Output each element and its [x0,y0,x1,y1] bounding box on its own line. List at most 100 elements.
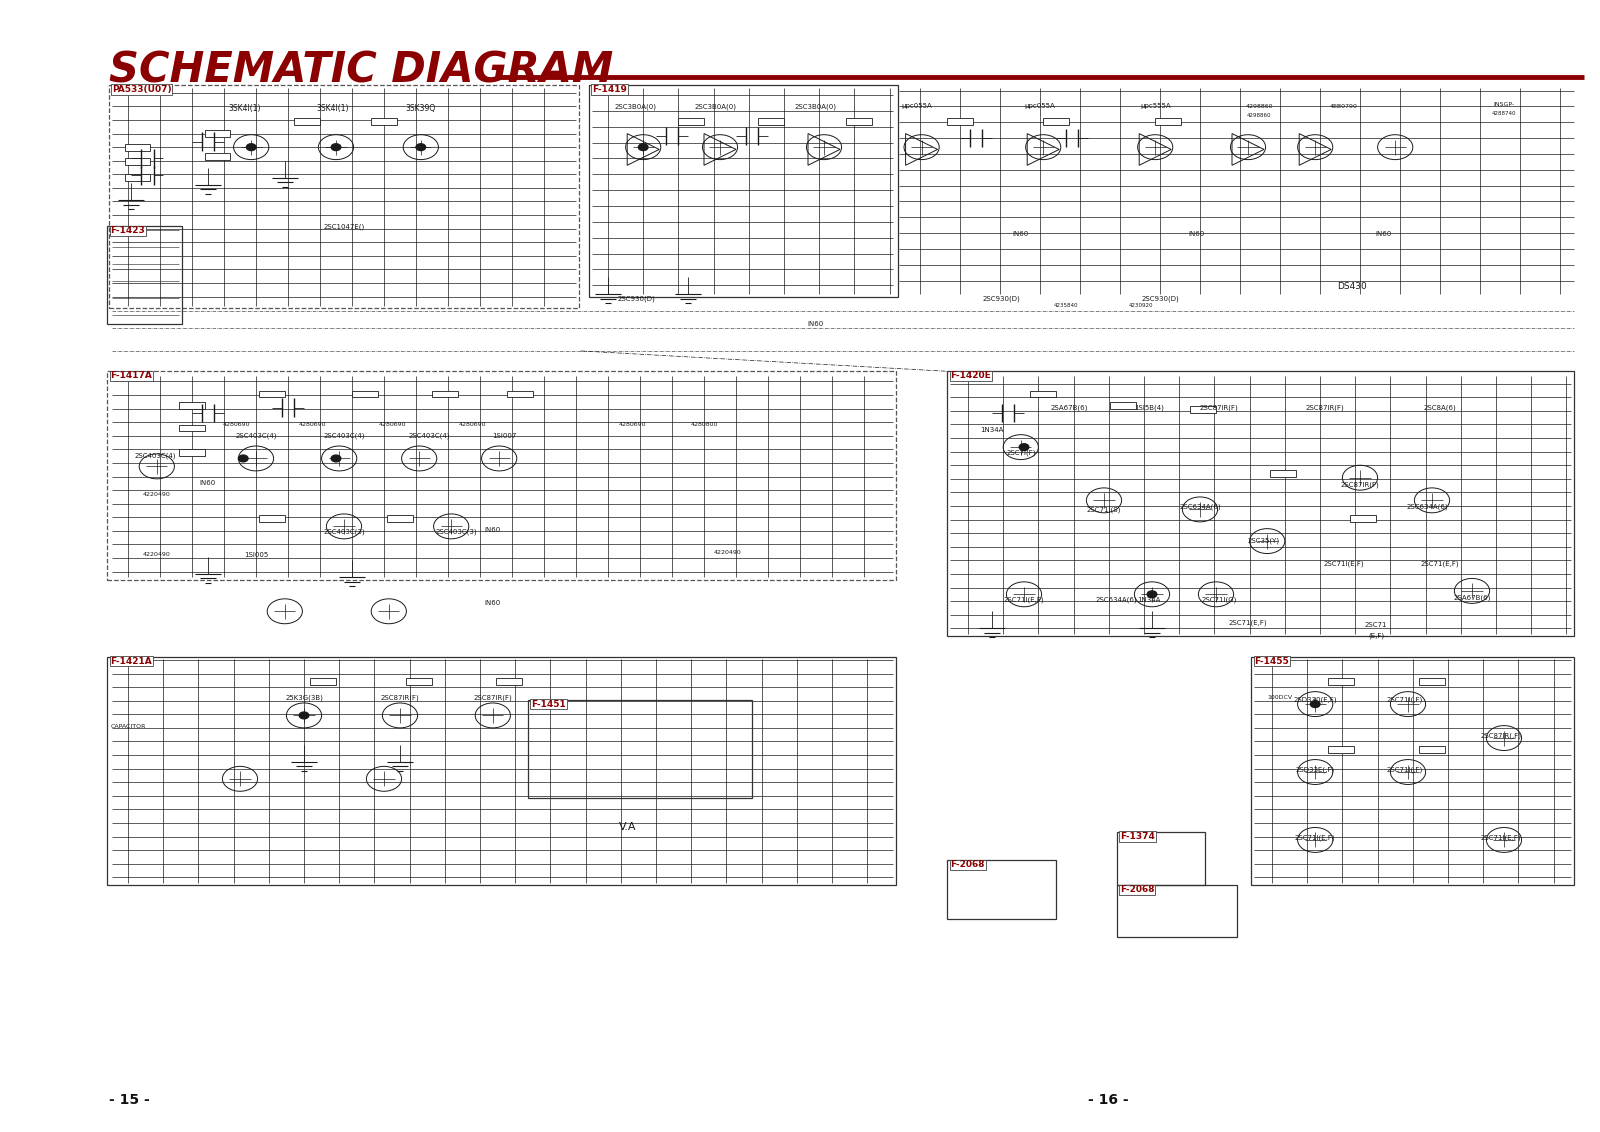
Bar [179,449,205,456]
Text: 2SC71I(,F): 2SC71I(,F) [1387,696,1422,703]
Text: IN60: IN60 [200,480,216,487]
Bar [1110,402,1136,409]
Text: F-2068: F-2068 [1120,885,1155,894]
Text: 2SC403C(4): 2SC403C(4) [408,432,450,439]
Circle shape [331,455,341,462]
Text: IN60: IN60 [1013,231,1029,238]
Text: 4298860: 4298860 [1246,113,1272,118]
Text: 1SI005: 1SI005 [243,551,269,558]
Text: 2SC1047E(): 2SC1047E() [323,223,365,230]
Text: 4280690: 4280690 [378,422,406,427]
Text: 2SC71(E,F): 2SC71(E,F) [1421,560,1459,567]
Text: 2SC3B0A(0): 2SC3B0A(0) [795,103,837,110]
Bar [310,678,336,685]
Text: 2SC634A(6): 2SC634A(6) [1096,597,1138,603]
Text: 2SC87IR(F): 2SC87IR(F) [474,694,512,701]
Bar [205,153,230,160]
Text: 2SC71: 2SC71 [1365,621,1387,628]
Text: 2SC71I(E,F): 2SC71I(E,F) [1480,834,1522,841]
Text: IN60: IN60 [485,600,501,607]
Bar [1030,391,1056,397]
Text: 2SC8A(6): 2SC8A(6) [1424,404,1456,411]
Text: 100DCV: 100DCV [1267,695,1293,700]
Bar [179,424,205,431]
Text: F-1417A: F-1417A [110,371,152,380]
Text: F-1423: F-1423 [110,226,146,235]
Text: 2SA67B(6): 2SA67B(6) [1453,594,1491,601]
Bar [432,391,458,397]
Text: 4220490: 4220490 [142,492,171,497]
Circle shape [638,144,648,151]
Circle shape [299,712,309,719]
Bar [259,391,285,397]
Text: SCHEMATIC DIAGRAM: SCHEMATIC DIAGRAM [109,50,613,92]
Text: 2SC403C(4): 2SC403C(4) [235,432,277,439]
Text: F-2068: F-2068 [950,860,986,869]
Circle shape [416,144,426,151]
Text: 3SK4I(1): 3SK4I(1) [229,104,261,113]
Text: 2SC35(Y): 2SC35(Y) [1248,538,1280,544]
Bar [507,391,533,397]
Text: 2SC7I(F): 2SC7I(F) [1006,449,1035,456]
Bar [496,678,522,685]
Text: 2SC403C(4): 2SC403C(4) [134,453,176,460]
Text: 2SA67B(6): 2SA67B(6) [1050,404,1088,411]
Bar [1350,515,1376,522]
Text: - 16 -: - 16 - [1088,1094,1128,1107]
Bar [1190,406,1216,413]
Text: 2SC71(E,F): 2SC71(E,F) [1229,619,1267,626]
Text: 3SK4I(1): 3SK4I(1) [317,104,349,113]
Text: 4288740: 4288740 [1491,111,1517,115]
Text: µpc055A: µpc055A [1024,103,1056,110]
Text: 2SC87IR(F): 2SC87IR(F) [1341,481,1379,488]
Text: IN60: IN60 [485,526,501,533]
Bar [125,158,150,165]
Text: 1SI5B(4): 1SI5B(4) [1134,404,1163,411]
Text: 1SI007: 1SI007 [491,432,517,439]
Text: 4230920: 4230920 [1128,303,1154,308]
Text: 4298860: 4298860 [1245,104,1274,109]
Bar [846,118,872,125]
Text: 4220490: 4220490 [142,552,171,557]
Bar [371,118,397,125]
Bar [125,174,150,181]
Text: 2SC71I(E,F): 2SC71I(E,F) [1323,560,1365,567]
Bar [352,391,378,397]
Text: 4220490: 4220490 [714,550,742,555]
Text: 4280690: 4280690 [222,422,251,427]
Text: 2SC71I(G): 2SC71I(G) [1202,597,1237,603]
Bar [259,515,285,522]
Bar [678,118,704,125]
Text: - 15 -: - 15 - [109,1094,149,1107]
Bar [1328,678,1354,685]
Text: 4280690: 4280690 [298,422,326,427]
Bar [125,144,150,151]
Text: 4235840: 4235840 [1053,303,1078,308]
Text: 1N34A: 1N34A [981,427,1003,434]
Text: 4280690: 4280690 [618,422,646,427]
Text: 2SC634A(6): 2SC634A(6) [1179,504,1221,511]
Text: F-1419: F-1419 [592,85,627,94]
Text: PA533(U07): PA533(U07) [112,85,171,94]
Text: 2SD330(E,F): 2SD330(E,F) [1293,696,1338,703]
Text: 2SC71I(E,F): 2SC71I(E,F) [1003,597,1045,603]
Text: 2SC930(D): 2SC930(D) [1141,295,1179,302]
Bar [179,402,205,409]
Text: INSGP-: INSGP- [1493,102,1515,106]
Text: F-1420E: F-1420E [950,371,990,380]
Text: 4EB0790: 4EB0790 [1330,104,1358,109]
Text: 2SC930(D): 2SC930(D) [982,295,1021,302]
Text: 3SK39Q: 3SK39Q [406,104,435,113]
Bar [1043,118,1069,125]
Text: 2SC403C(3): 2SC403C(3) [435,529,477,535]
Bar [1419,678,1445,685]
Text: 25K3G(3B): 25K3G(3B) [285,694,323,701]
Text: 2SC3B0A(0): 2SC3B0A(0) [694,103,736,110]
Text: 2SC403C(3): 2SC403C(3) [323,529,365,535]
Text: 2SC634A(6): 2SC634A(6) [1406,504,1448,511]
Bar [758,118,784,125]
Circle shape [246,144,256,151]
Text: µpc555A: µpc555A [1139,103,1171,110]
Bar [205,130,230,137]
Text: F-1455: F-1455 [1254,657,1290,666]
